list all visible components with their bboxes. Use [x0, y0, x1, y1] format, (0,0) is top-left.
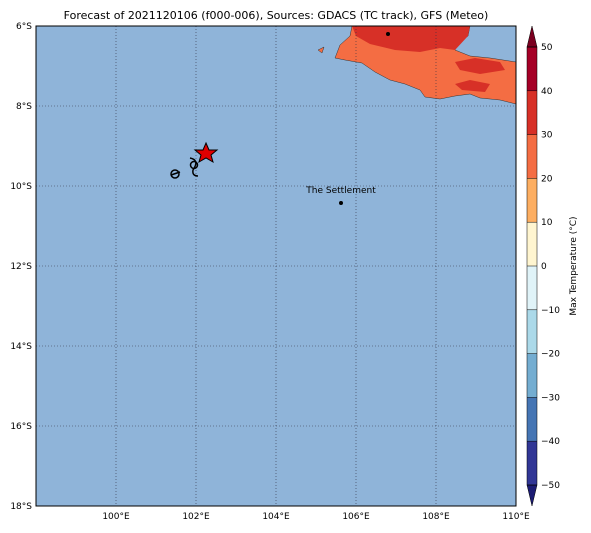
colorbar-band — [527, 222, 537, 266]
colorbar-tick-label: 50 — [541, 43, 553, 53]
land — [317, 25, 517, 105]
storm-symbol — [189, 157, 199, 177]
colorbar-band — [527, 47, 537, 91]
colorbar-band — [527, 353, 537, 398]
title: Forecast of 2021120106 (f000-006), Sourc… — [64, 9, 489, 22]
lon-label: 108°E — [422, 512, 450, 522]
colorbar-band — [527, 266, 537, 310]
lat-label: 8°S — [16, 102, 32, 112]
lon-label: 102°E — [182, 512, 210, 522]
lat-label: 10°S — [10, 182, 32, 192]
colorbar-extend — [526, 484, 538, 507]
colorbar-extend — [526, 25, 538, 48]
colorbar-band — [527, 397, 537, 442]
colorbar-tick-label: 30 — [541, 131, 553, 141]
storm-track — [170, 141, 219, 179]
lat-label: 18°S — [10, 502, 32, 512]
lon-label: 106°E — [342, 512, 370, 522]
colorbar-tick-label: −30 — [541, 393, 560, 403]
map-frame — [35, 25, 517, 507]
colorbar-tick-label: 10 — [541, 218, 553, 228]
warm-zone — [352, 26, 470, 52]
colorbar-tick-label: 40 — [541, 87, 553, 97]
lat-label: 6°S — [16, 22, 32, 32]
colorbar-tick-label: −20 — [541, 350, 560, 360]
colorbar-tick-label: −10 — [541, 306, 560, 316]
colorbar — [526, 25, 538, 507]
place-dot — [339, 201, 343, 205]
lon-label: 104°E — [262, 512, 290, 522]
colorbar-band — [527, 90, 537, 135]
colorbar-tick-label: −50 — [541, 481, 560, 491]
colorbar-band — [527, 441, 537, 485]
colorbar-tick-label: −40 — [541, 437, 560, 447]
lon-label: 100°E — [102, 512, 130, 522]
colorbar-tick-label: 0 — [541, 262, 547, 272]
city-dot — [386, 32, 390, 36]
colorbar-band — [527, 134, 537, 179]
lat-label: 14°S — [10, 342, 32, 352]
lat-label: 12°S — [10, 262, 32, 272]
colorbar-band — [527, 309, 537, 354]
colorbar-tick-label: 20 — [541, 174, 553, 184]
warm-zone — [455, 58, 505, 74]
storm-symbol — [170, 171, 181, 176]
colorbar-label: Max Temperature (°C) — [569, 216, 579, 315]
colorbar-band — [527, 178, 537, 223]
storm-symbol — [170, 169, 180, 179]
place-label: The Settlement — [305, 186, 376, 196]
graticule — [36, 26, 516, 506]
warm-zone — [455, 80, 490, 92]
islet — [317, 46, 325, 54]
lon-label: 110°E — [502, 512, 530, 522]
storm-position — [193, 141, 219, 164]
lat-label: 16°S — [10, 422, 32, 432]
